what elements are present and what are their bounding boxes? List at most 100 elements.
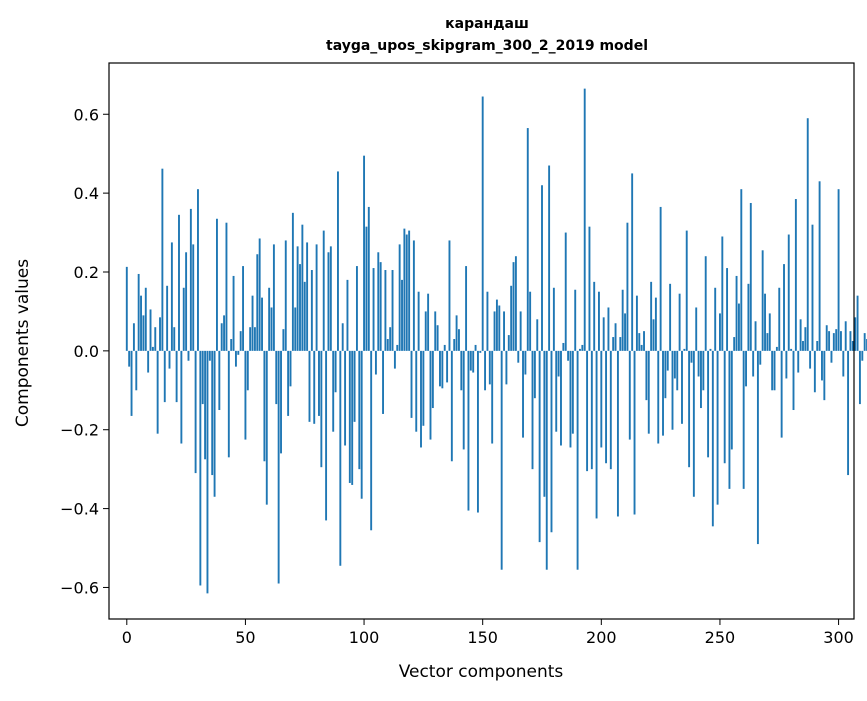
bar <box>813 350 816 393</box>
bar <box>149 309 152 351</box>
bar <box>277 350 280 584</box>
x-tick-label: 300 <box>823 628 854 647</box>
bar <box>396 344 399 351</box>
bar <box>574 289 577 351</box>
x-axis-ticks: 0 50 100 150 200 250 300 <box>122 619 854 647</box>
bar <box>436 325 439 351</box>
bar <box>524 350 527 375</box>
bar <box>643 331 645 351</box>
bar <box>652 319 655 351</box>
bar <box>227 350 230 458</box>
bar <box>455 315 458 351</box>
bar <box>363 155 366 351</box>
bar <box>840 331 842 351</box>
bar <box>282 329 285 351</box>
bar <box>439 350 441 387</box>
bar <box>230 339 233 351</box>
bar <box>581 344 584 351</box>
bar <box>605 350 608 464</box>
y-tick-label: 0.2 <box>74 263 99 282</box>
bar <box>783 264 785 351</box>
bar <box>785 350 788 379</box>
bar <box>486 291 489 351</box>
bar <box>325 350 328 521</box>
y-tick-label: −0.6 <box>60 578 99 597</box>
bar <box>405 234 408 351</box>
bar <box>315 244 318 351</box>
bar <box>709 348 712 351</box>
bar <box>474 344 477 351</box>
bar <box>517 350 520 363</box>
bar <box>692 350 695 497</box>
bar <box>389 327 392 351</box>
bar <box>351 350 354 485</box>
bar <box>695 307 698 351</box>
bar <box>728 350 731 489</box>
bar <box>213 350 216 497</box>
bar <box>275 350 278 405</box>
bar <box>742 350 745 489</box>
bar <box>237 350 240 355</box>
bar <box>287 350 290 416</box>
bar <box>291 212 294 351</box>
bar <box>479 350 482 353</box>
bar <box>828 331 831 351</box>
bar <box>154 327 157 351</box>
bar <box>429 350 432 440</box>
bar <box>458 329 460 351</box>
bar <box>223 315 226 351</box>
bar <box>669 283 672 351</box>
bar <box>503 311 505 351</box>
bar <box>192 244 195 351</box>
bar <box>631 173 634 351</box>
bar <box>856 295 859 351</box>
bar <box>588 226 591 351</box>
bar <box>244 350 247 440</box>
bar <box>348 350 351 483</box>
bar <box>714 287 717 351</box>
y-tick-label: 0.6 <box>74 105 99 124</box>
bar <box>576 350 579 570</box>
bar <box>550 350 553 533</box>
bar <box>313 350 316 424</box>
bar <box>621 289 624 351</box>
bar <box>650 281 653 351</box>
bar <box>567 350 570 361</box>
bar <box>685 230 688 351</box>
bar <box>619 337 622 351</box>
bar <box>401 279 403 351</box>
bar <box>745 350 747 387</box>
bar <box>216 218 218 351</box>
x-axis-label: Vector components <box>399 662 564 682</box>
bar <box>700 350 702 409</box>
bar <box>427 293 430 351</box>
chart-title: карандаш <box>445 16 529 32</box>
bar <box>778 287 781 351</box>
bar <box>747 283 750 351</box>
x-tick-label: 250 <box>705 628 736 647</box>
bar <box>147 350 150 373</box>
bar <box>690 350 693 363</box>
bar <box>671 350 674 430</box>
bar <box>327 252 330 351</box>
bar <box>163 350 166 403</box>
bar <box>721 236 724 351</box>
bar <box>560 350 562 446</box>
bar <box>334 350 337 393</box>
bar <box>545 350 548 570</box>
bar <box>161 168 164 351</box>
bar <box>189 208 192 351</box>
bar <box>204 350 207 460</box>
bar <box>408 230 411 351</box>
bar <box>377 252 380 351</box>
bar <box>759 350 762 365</box>
bar <box>382 350 384 414</box>
bar <box>657 350 660 444</box>
bar <box>771 350 774 391</box>
bar <box>443 344 446 351</box>
bar <box>609 350 612 470</box>
bar <box>635 295 638 351</box>
bar <box>797 350 800 373</box>
bar <box>735 275 738 351</box>
bar <box>536 319 539 351</box>
